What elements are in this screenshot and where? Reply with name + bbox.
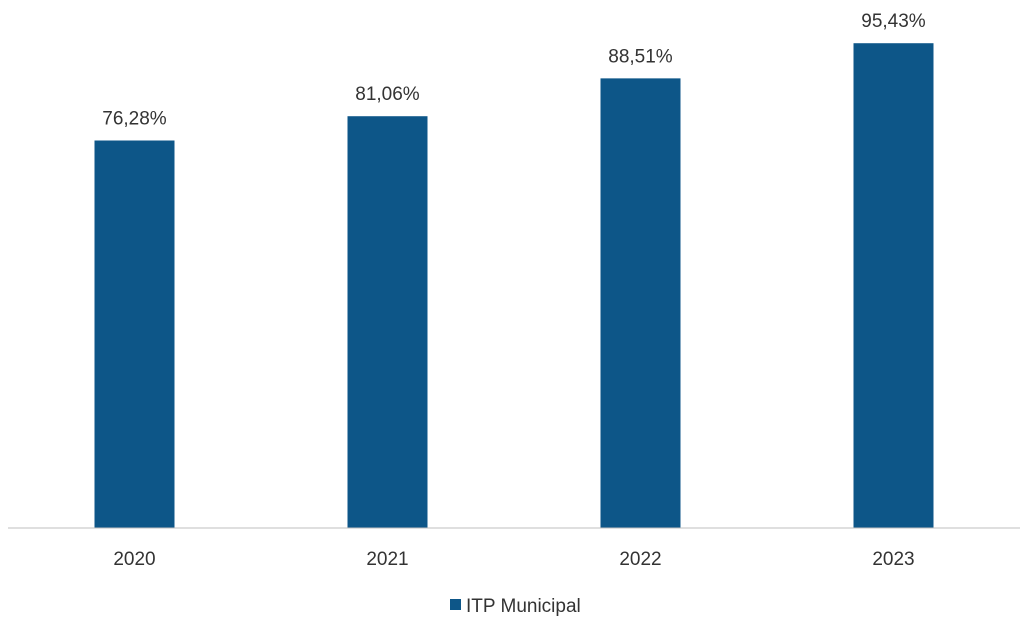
data-label-2020: 76,28% xyxy=(102,108,167,129)
data-label-2021: 81,06% xyxy=(355,84,420,105)
x-tick-label-2023: 2023 xyxy=(872,549,914,570)
data-label-2023: 95,43% xyxy=(861,11,926,32)
x-tick-label-2020: 2020 xyxy=(113,549,155,570)
x-tick-labels-layer: 2020 2021 2022 2023 xyxy=(113,549,914,570)
bar-2021 xyxy=(347,116,428,528)
data-labels-layer: 76,28% 81,06% 88,51% 95,43% xyxy=(102,11,926,129)
x-tick-label-2021: 2021 xyxy=(366,549,408,570)
bars-layer xyxy=(94,43,934,528)
legend-label: ITP Municipal xyxy=(466,596,581,617)
bar-2023 xyxy=(853,43,934,528)
data-label-2022: 88,51% xyxy=(608,46,673,67)
bar-2020 xyxy=(94,140,175,528)
legend: ITP Municipal xyxy=(450,596,581,617)
legend-swatch xyxy=(450,599,461,610)
x-tick-label-2022: 2022 xyxy=(619,549,661,570)
bar-2022 xyxy=(600,78,681,528)
